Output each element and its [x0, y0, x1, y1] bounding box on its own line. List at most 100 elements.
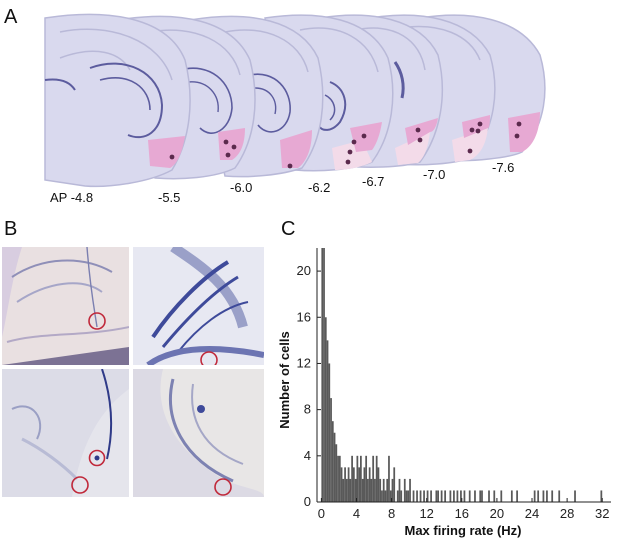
histogram-bar — [372, 455, 375, 502]
histogram-bar — [468, 490, 471, 502]
histogram-bar — [479, 490, 482, 502]
y-tick-label: 4 — [304, 448, 311, 463]
histogram-bar — [388, 455, 390, 502]
panel-label-a: A — [4, 6, 18, 28]
ap-label: -5.5 — [158, 190, 181, 205]
brain-section-1 — [44, 13, 191, 188]
histogram-bar — [412, 490, 415, 502]
histogram-bar — [384, 490, 387, 502]
hippocampal-structure — [393, 61, 405, 99]
hippocampal-structure — [187, 81, 219, 113]
histogram-bar — [409, 478, 411, 502]
recording-zone — [280, 130, 312, 168]
histogram-bar — [323, 248, 325, 502]
firing-rate-histogram: 0 4 8 12 16 20 24 28 32 0 4 8 12 16 20 Max firing rate… — [277, 248, 611, 538]
y-tick-label: 8 — [304, 402, 311, 417]
x-tick-label: 20 — [490, 506, 504, 521]
histogram-bar — [361, 478, 364, 502]
histology-image-bottom-left — [2, 369, 129, 497]
histogram-bar — [407, 490, 410, 502]
histogram-bar — [403, 478, 406, 502]
histogram-bar — [423, 490, 425, 502]
ap-label: -6.7 — [362, 174, 385, 189]
histogram-bar — [405, 490, 408, 502]
histogram-bar — [331, 421, 334, 502]
recording-zone — [508, 112, 540, 152]
histogram-bar — [333, 432, 336, 502]
histogram-bar — [344, 467, 346, 502]
x-tick-label: 28 — [560, 506, 574, 521]
histogram-bar — [381, 490, 383, 502]
x-tick-label: 8 — [388, 506, 395, 521]
histogram-bar — [335, 444, 338, 502]
recording-site-marker — [88, 449, 106, 467]
histogram-bar — [440, 490, 443, 502]
recording-site — [516, 121, 522, 127]
histogram-bar — [324, 317, 327, 502]
recording-zone — [218, 128, 245, 160]
recording-site — [287, 163, 293, 169]
histogram-bar — [574, 490, 576, 502]
histogram-bar — [379, 478, 382, 502]
ap-label: -6.2 — [308, 180, 331, 195]
histogram-bar — [382, 478, 385, 502]
hippocampal-structure — [254, 87, 277, 115]
hippocampal-structure — [317, 81, 347, 131]
histogram-bar — [551, 490, 554, 502]
x-tick-label: 32 — [595, 506, 609, 521]
hippocampal-structure — [89, 62, 164, 139]
x-tick-label: 24 — [525, 506, 539, 521]
panel-label-c: C — [281, 218, 296, 240]
ap-label: -7.6 — [492, 160, 515, 175]
histogram-bar — [488, 490, 490, 502]
ap-label: AP -4.8 — [50, 190, 94, 205]
histogram-bar — [493, 490, 496, 502]
recording-site — [477, 121, 483, 127]
plot-area: 0 4 8 12 16 20 24 28 32 0 4 8 12 16 20 — [297, 248, 611, 521]
histogram-bar — [533, 490, 536, 502]
recording-site — [351, 139, 357, 145]
recording-site — [225, 152, 231, 158]
histogram-bar — [600, 490, 603, 502]
histogram-bar — [546, 490, 548, 502]
histogram-bar — [354, 478, 357, 502]
histogram-bar — [416, 490, 418, 502]
histogram-bar — [347, 467, 350, 502]
histogram-bar — [396, 490, 399, 502]
histogram-bar — [419, 490, 422, 502]
ap-label: -7.0 — [423, 167, 446, 182]
y-tick-label: 20 — [297, 263, 311, 278]
y-tick-label: 12 — [297, 355, 311, 370]
histogram-bar — [400, 490, 403, 502]
histogram-bar — [321, 248, 324, 502]
recording-site — [169, 154, 175, 160]
histology-image-top-right — [133, 247, 264, 365]
histogram-bar — [500, 490, 503, 502]
hippocampal-structure — [44, 78, 76, 91]
histogram-bar — [342, 478, 345, 502]
histogram-bar — [463, 490, 466, 502]
x-tick-label: 12 — [419, 506, 433, 521]
histogram-bar — [435, 490, 438, 502]
histogram-bar — [510, 490, 513, 502]
histogram-bar — [430, 490, 432, 502]
histogram-bar — [449, 490, 452, 502]
recording-site — [467, 148, 473, 154]
ap-label: -6.0 — [230, 180, 253, 195]
recording-site — [415, 127, 421, 133]
histogram-bar — [426, 490, 429, 502]
histogram-bar — [340, 467, 343, 502]
recording-site-marker — [200, 351, 218, 365]
x-tick-label: 0 — [318, 506, 325, 521]
recording-site-marker — [88, 312, 106, 330]
histogram-bar — [326, 340, 329, 502]
recording-site — [231, 144, 237, 150]
histogram-bar — [352, 467, 355, 502]
histogram-bar — [393, 467, 396, 502]
histogram-bar — [460, 490, 462, 502]
histology-image-bottom-right — [133, 369, 264, 497]
hippocampal-structure — [179, 67, 233, 134]
recording-site-marker — [71, 476, 89, 494]
recording-site-marker — [214, 478, 232, 496]
hippocampal-structure — [249, 73, 291, 133]
